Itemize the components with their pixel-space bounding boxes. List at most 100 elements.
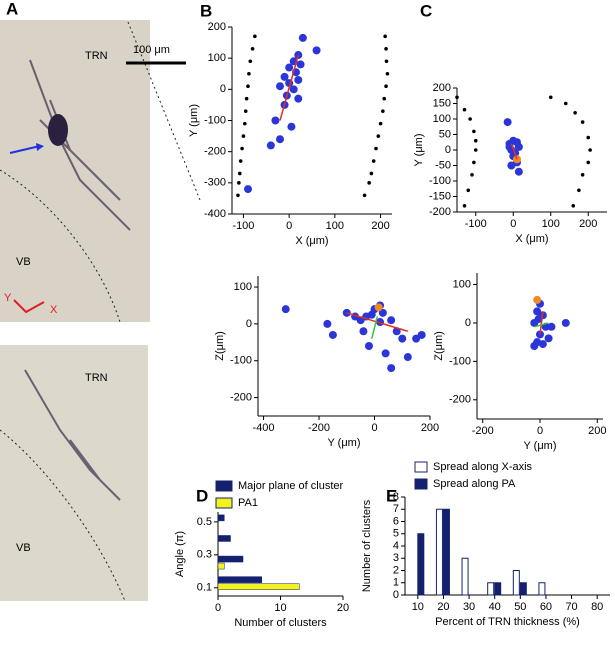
y-tick-label: 0.5 <box>197 516 212 528</box>
x-tick-label: -400 <box>253 422 275 434</box>
bar <box>519 582 527 596</box>
scale-label: 100 μm <box>133 44 170 56</box>
point <box>503 118 512 127</box>
y-tick-label: 100 <box>234 281 252 293</box>
boundary-dot <box>240 146 244 151</box>
boundary-dot <box>243 121 247 126</box>
x-tick-label: 40 <box>489 601 501 613</box>
point <box>296 60 305 69</box>
y-tick-label: 6 <box>393 515 399 527</box>
point <box>244 185 252 194</box>
legend-swatch <box>215 497 233 509</box>
x-tick-label: 200 <box>579 218 597 230</box>
boundary-dot <box>580 120 585 124</box>
y-axis-label: Angle (π) <box>174 531 186 577</box>
y-tick-label: -100 <box>204 114 226 126</box>
fit-line <box>279 54 300 121</box>
fit-line <box>346 312 409 332</box>
x-axis-label: Y (μm) <box>327 437 360 449</box>
boundary-dot <box>472 129 476 134</box>
bar <box>417 533 425 596</box>
boundary-dot <box>588 148 592 152</box>
boundary-dot <box>248 59 253 64</box>
axis-icon-label: Y <box>4 292 12 304</box>
fit-line <box>510 143 518 160</box>
point <box>287 122 296 131</box>
y-tick-label: -200 <box>204 146 226 158</box>
y-tick-label: 100 <box>433 113 451 125</box>
point <box>359 327 368 336</box>
bar <box>442 508 450 596</box>
legend-label: Spread along PA <box>433 478 516 490</box>
axis-icon-label: X <box>50 304 58 316</box>
boundary-dot <box>250 47 255 51</box>
y-tick-label: -200 <box>449 394 471 406</box>
y-tick-label: 2 <box>393 564 399 576</box>
y-tick-label: 150 <box>433 97 451 109</box>
y-tick-label: 0 <box>465 317 471 329</box>
x-axis-label: X (μm) <box>515 233 548 245</box>
boundary-dot <box>243 109 248 113</box>
region-label: TRN <box>85 50 108 62</box>
boundary-dot <box>237 171 242 176</box>
y-axis-label: Y (μm) <box>188 104 200 137</box>
legend-label: PA1 <box>238 497 258 509</box>
boundary <box>0 21 201 323</box>
x-tick-label: 30 <box>463 601 475 613</box>
boundary-dot <box>237 181 241 185</box>
x-tick-label: 20 <box>437 601 449 613</box>
boundary-dot <box>246 84 250 89</box>
x-tick-label: 80 <box>591 601 603 613</box>
boundary-dot <box>384 47 388 51</box>
arrow <box>9 145 41 154</box>
x-axis-label: Percent of TRN thickness (%) <box>435 616 580 628</box>
point <box>530 342 539 350</box>
y-tick-label: 5 <box>393 528 399 540</box>
y-axis-label: Z(μm) <box>433 331 445 361</box>
y-tick-label: -50 <box>435 159 451 171</box>
bar <box>487 582 495 596</box>
y-tick-label: 4 <box>393 540 399 552</box>
boundary-dot <box>247 71 251 76</box>
boundary-dot <box>376 134 381 138</box>
boundary-dot <box>586 135 591 140</box>
y-tick-label: 200 <box>433 82 451 94</box>
point <box>271 116 280 125</box>
x-tick-label: -100 <box>465 218 487 230</box>
x-tick-label: 50 <box>514 601 526 613</box>
point <box>294 75 303 84</box>
x-axis-label: Number of clusters <box>234 617 327 629</box>
boundary-dot <box>371 159 376 163</box>
fit-line <box>539 311 544 335</box>
bar <box>217 576 262 583</box>
x-tick-label: 100 <box>542 218 560 230</box>
point <box>514 142 523 151</box>
point <box>328 330 337 339</box>
bar <box>217 555 244 563</box>
point <box>285 63 294 72</box>
x-tick-label: 20 <box>337 602 349 614</box>
arrow-head <box>36 143 44 151</box>
panel-label: C <box>420 1 432 20</box>
x-tick-label: -200 <box>472 425 494 437</box>
y-tick-label: 50 <box>439 128 451 140</box>
point <box>514 167 523 176</box>
y-tick-label: -400 <box>204 208 226 220</box>
point <box>398 334 407 343</box>
y-tick-label: -100 <box>429 175 451 187</box>
point <box>364 342 373 350</box>
boundary-dot <box>473 148 478 152</box>
x-tick-label: 200 <box>421 422 439 434</box>
y-tick-label: 8 <box>393 491 399 503</box>
x-tick-label: -200 <box>308 422 330 434</box>
boundary-dot <box>382 96 387 101</box>
point <box>507 161 516 170</box>
boundary-dot <box>378 121 383 126</box>
x-tick-label: 0 <box>371 422 377 434</box>
legend-swatch <box>414 461 428 473</box>
x-tick-label: 0 <box>510 218 516 230</box>
point <box>544 334 553 343</box>
point <box>266 141 275 150</box>
